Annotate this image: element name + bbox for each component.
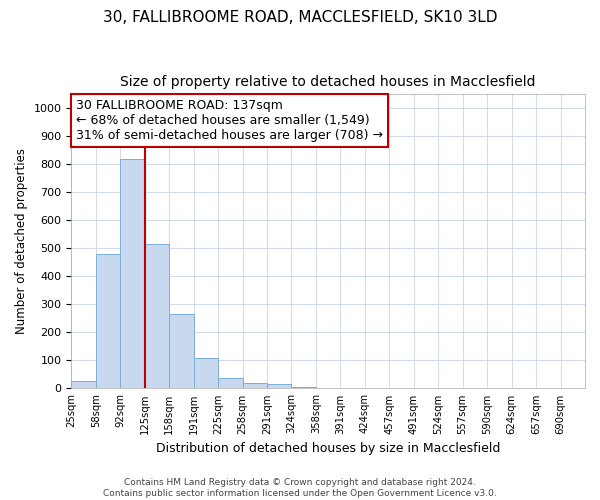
Bar	[120, 159, 145, 388]
Bar	[194, 358, 218, 388]
Bar	[169, 314, 194, 388]
Y-axis label: Number of detached properties: Number of detached properties	[15, 148, 28, 334]
Text: 30, FALLIBROOME ROAD, MACCLESFIELD, SK10 3LD: 30, FALLIBROOME ROAD, MACCLESFIELD, SK10…	[103, 10, 497, 25]
Bar	[292, 387, 316, 388]
Bar	[267, 384, 292, 388]
Bar	[96, 254, 120, 388]
Bar	[71, 380, 96, 388]
X-axis label: Distribution of detached houses by size in Macclesfield: Distribution of detached houses by size …	[156, 442, 500, 455]
Bar	[145, 244, 169, 388]
Bar	[218, 378, 242, 388]
Bar	[242, 383, 267, 388]
Title: Size of property relative to detached houses in Macclesfield: Size of property relative to detached ho…	[121, 75, 536, 89]
Text: 30 FALLIBROOME ROAD: 137sqm
← 68% of detached houses are smaller (1,549)
31% of : 30 FALLIBROOME ROAD: 137sqm ← 68% of det…	[76, 98, 383, 142]
Text: Contains HM Land Registry data © Crown copyright and database right 2024.
Contai: Contains HM Land Registry data © Crown c…	[103, 478, 497, 498]
